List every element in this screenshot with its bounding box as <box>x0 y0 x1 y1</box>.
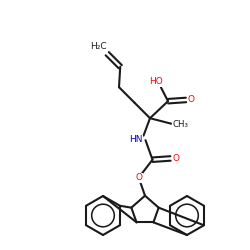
Text: HO: HO <box>150 78 163 86</box>
Text: O: O <box>188 96 195 104</box>
Text: O: O <box>135 173 142 182</box>
Text: HN: HN <box>129 135 143 144</box>
Text: O: O <box>172 154 180 163</box>
Text: CH₃: CH₃ <box>173 120 189 129</box>
Text: H₂C: H₂C <box>90 42 106 51</box>
